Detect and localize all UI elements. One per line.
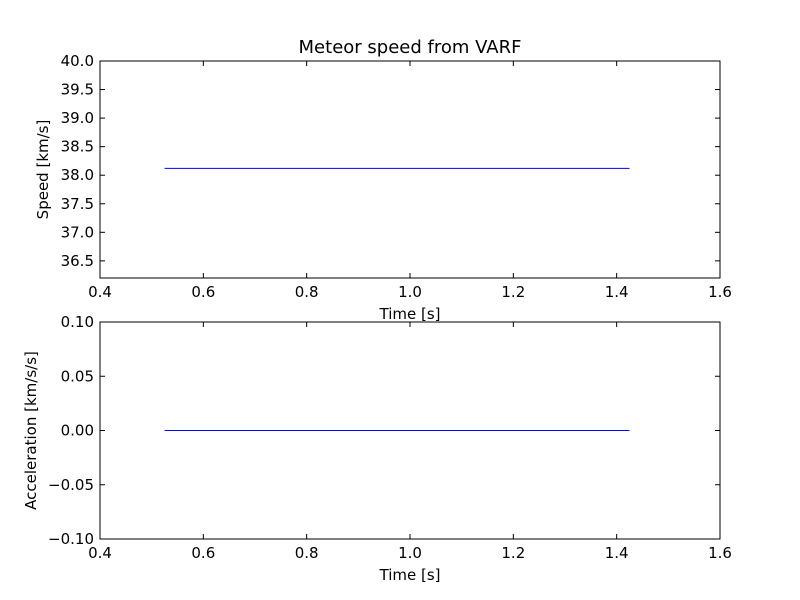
speed-y-tick-label: 39.5 [61,81,94,99]
speed-x-tick-label: 1.2 [501,283,525,301]
acceleration-axis-ticks: 0.4 0.6 0.8 1.0 1.2 1.4 1.6 −0.10 −0.05 0.00 0.05 0… [48,313,732,562]
acceleration-x-tick-label: 1.0 [398,544,422,562]
acceleration-y-tick-label: 0.00 [61,422,94,440]
acceleration-y-tick-label: 0.05 [61,367,94,385]
speed-panel: Meteor speed from VARF 0.4 0.6 0.8 1.0 1.2 1.… [34,37,732,323]
acceleration-y-tick-label: −0.10 [48,530,94,548]
speed-y-tick-label: 39.0 [61,109,94,127]
acceleration-x-tick-label: 1.6 [708,544,732,562]
speed-y-tick-label: 37.5 [61,195,94,213]
acceleration-x-axis-label: Time [s] [379,566,441,584]
acceleration-x-tick-label: 1.4 [605,544,629,562]
speed-x-tick-label: 1.4 [605,283,629,301]
speed-x-tick-label: 1.0 [398,283,422,301]
speed-chart-title: Meteor speed from VARF [299,37,522,58]
speed-y-tick-label: 38.0 [61,166,94,184]
speed-x-tick-label: 0.6 [191,283,215,301]
acceleration-y-tick-label: −0.05 [48,476,94,494]
acceleration-panel: 0.4 0.6 0.8 1.0 1.2 1.4 1.6 −0.10 −0.05 0.00 0.05 0… [22,313,732,584]
speed-y-tick-label: 40.0 [61,52,94,70]
speed-axis-ticks: 0.4 0.6 0.8 1.0 1.2 1.4 1.6 36.5 37.0 37.5 38.0 38.… [61,52,732,301]
acceleration-y-tick-label: 0.10 [61,313,94,331]
speed-x-tick-label: 1.6 [708,283,732,301]
acceleration-x-tick-label: 0.8 [295,544,319,562]
speed-x-axis-label: Time [s] [379,305,441,323]
acceleration-y-axis-label: Acceleration [km/s/s] [22,351,40,510]
speed-y-tick-label: 38.5 [61,138,94,156]
speed-y-tick-label: 37.0 [61,223,94,241]
acceleration-x-tick-label: 0.4 [88,544,112,562]
acceleration-x-tick-label: 1.2 [501,544,525,562]
speed-x-tick-label: 0.4 [88,283,112,301]
speed-y-axis-label: Speed [km/s] [34,120,52,220]
acceleration-x-tick-label: 0.6 [191,544,215,562]
speed-x-tick-label: 0.8 [295,283,319,301]
speed-y-tick-label: 36.5 [61,252,94,270]
